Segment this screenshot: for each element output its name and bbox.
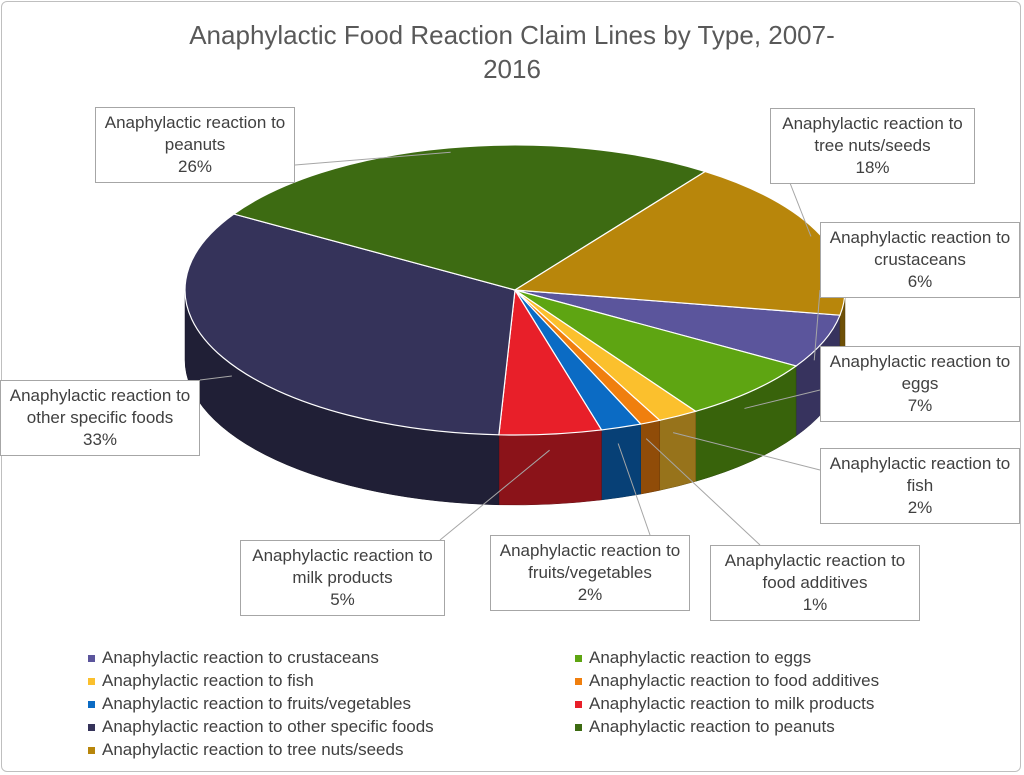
legend-swatch xyxy=(88,655,95,663)
leader-line xyxy=(813,289,821,361)
legend-swatch xyxy=(88,678,95,686)
slice-side xyxy=(498,429,602,506)
legend-label: Anaphylactic reaction to fish xyxy=(102,671,314,690)
legend-swatch xyxy=(575,678,582,686)
legend-item: Anaphylactic reaction to fish xyxy=(88,671,314,691)
leader-line xyxy=(645,438,761,546)
legend-item: Anaphylactic reaction to other specific … xyxy=(88,717,434,737)
legend-swatch xyxy=(575,724,582,732)
pie-slice xyxy=(514,289,798,412)
label-value: 26% xyxy=(177,157,213,176)
label-value: 7% xyxy=(907,396,933,415)
slice-side xyxy=(601,423,642,501)
leader-line xyxy=(294,151,451,166)
legend-item: Anaphylactic reaction to peanuts xyxy=(575,717,835,737)
legend-item: Anaphylactic reaction to milk products xyxy=(575,694,874,714)
legend-label: Anaphylactic reaction to eggs xyxy=(589,648,812,667)
label-category: Anaphylactic reaction to food additives xyxy=(724,551,906,592)
label-value: 2% xyxy=(577,585,603,604)
legend-label: Anaphylactic reaction to peanuts xyxy=(589,717,835,736)
label-category: Anaphylactic reaction to peanuts xyxy=(104,113,286,154)
data-label: Anaphylactic reaction to food additives 1… xyxy=(710,545,920,621)
label-value: 5% xyxy=(330,590,355,609)
legend-item: Anaphylactic reaction to tree nuts/seeds xyxy=(88,740,403,760)
label-category: Anaphylactic reaction to fruits/vegetabl… xyxy=(499,541,681,582)
legend-label: Anaphylactic reaction to tree nuts/seeds xyxy=(102,740,404,759)
label-category: Anaphylactic reaction to milk products xyxy=(252,546,433,587)
legend-label: Anaphylactic reaction to other specific … xyxy=(102,717,434,736)
legend-item: Anaphylactic reaction to fruits/vegetabl… xyxy=(88,694,411,714)
data-label: Anaphylactic reaction to eggs 7% xyxy=(820,346,1020,422)
chart-title: Anaphylactic Food Reaction Claim Lines b… xyxy=(189,20,835,84)
legend-item: Anaphylactic reaction to food additives xyxy=(575,671,879,691)
legend-label: Anaphylactic reaction to food additives xyxy=(589,671,880,690)
leader-line xyxy=(672,432,821,471)
label-value: 33% xyxy=(82,430,118,449)
legend-label: Anaphylactic reaction to fruits/vegetabl… xyxy=(102,694,412,713)
legend-label: Anaphylactic reaction to crustaceans xyxy=(102,648,379,667)
leader-line xyxy=(199,375,232,381)
leader-line xyxy=(789,182,812,237)
label-category: Anaphylactic reaction to fish xyxy=(829,454,1011,495)
legend-swatch xyxy=(88,724,95,732)
label-category: Anaphylactic reaction to eggs xyxy=(829,352,1011,393)
data-label: Anaphylactic reaction to other specific … xyxy=(0,380,200,456)
pie-slice xyxy=(184,213,516,436)
leader-line xyxy=(744,389,821,409)
label-category: Anaphylactic reaction to tree nuts/seeds xyxy=(782,114,963,155)
data-label: Anaphylactic reaction to milk products 5% xyxy=(240,540,445,616)
label-category: Anaphylactic reaction to crustaceans xyxy=(829,228,1011,269)
legend-swatch xyxy=(88,747,95,755)
legend-item: Anaphylactic reaction to crustaceans xyxy=(88,648,379,668)
legend-swatch xyxy=(88,701,95,709)
pie-slice xyxy=(232,144,707,291)
data-label: Anaphylactic reaction to peanuts 26% xyxy=(95,107,295,183)
data-label: Anaphylactic reaction to fish 2% xyxy=(820,448,1020,524)
slice-side xyxy=(640,420,660,495)
data-label: Anaphylactic reaction to crustaceans 6% xyxy=(820,222,1020,298)
data-label: Anaphylactic reaction to tree nuts/seeds… xyxy=(770,108,975,184)
legend-swatch xyxy=(575,655,582,663)
label-value: 6% xyxy=(907,272,933,291)
slice-side xyxy=(659,410,696,491)
label-value: 1% xyxy=(802,595,828,614)
label-category: Anaphylactic reaction to other specific … xyxy=(9,386,191,427)
leader-line xyxy=(439,449,550,541)
legend-label: Anaphylactic reaction to milk products xyxy=(589,694,875,713)
label-value: 18% xyxy=(855,158,890,177)
label-value: 2% xyxy=(907,498,933,517)
data-label: Anaphylactic reaction to fruits/vegetabl… xyxy=(490,535,690,611)
legend-item: Anaphylactic reaction to eggs xyxy=(575,648,811,668)
legend-swatch xyxy=(575,701,582,709)
leader-line xyxy=(617,443,651,536)
